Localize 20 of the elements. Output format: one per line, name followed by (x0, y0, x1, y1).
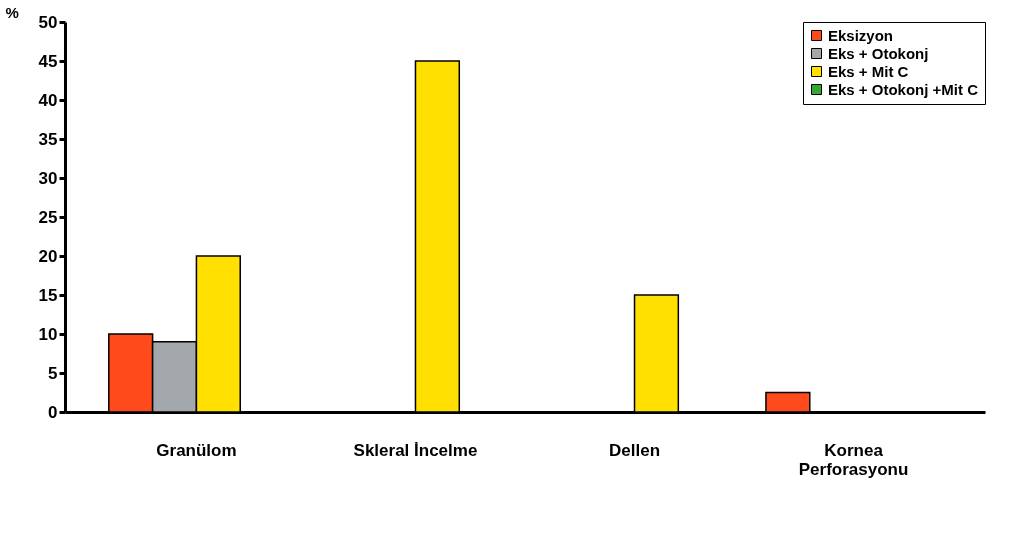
legend-label: Eks + Otokonj +Mit C (828, 80, 979, 98)
x-tick-label: Dellen (609, 440, 661, 460)
y-tick-label: 15 (38, 285, 58, 305)
legend-label: Eks + Mit C (828, 62, 909, 80)
y-axis-title: % (5, 3, 19, 21)
y-tick-label: 20 (38, 246, 58, 266)
y-tick-label: 10 (38, 324, 58, 344)
y-tick-label: 0 (48, 402, 58, 422)
y-tick-label: 40 (38, 90, 58, 110)
y-tick-label: 35 (38, 129, 58, 149)
y-tick-label: 25 (38, 207, 58, 227)
y-tick-label: 45 (38, 51, 58, 71)
x-tick-label: Kornea Perforasyonu (798, 440, 909, 479)
legend-label: Eks + Otokonj (828, 44, 929, 62)
y-tick-label: 5 (48, 363, 58, 383)
x-tick-label: Granülom (156, 440, 237, 460)
y-tick-label: 50 (38, 12, 58, 32)
y-tick-label: 30 (38, 168, 58, 188)
legend-label: Eksizyon (828, 26, 894, 44)
x-tick-label: Skleral İncelme (353, 440, 478, 460)
